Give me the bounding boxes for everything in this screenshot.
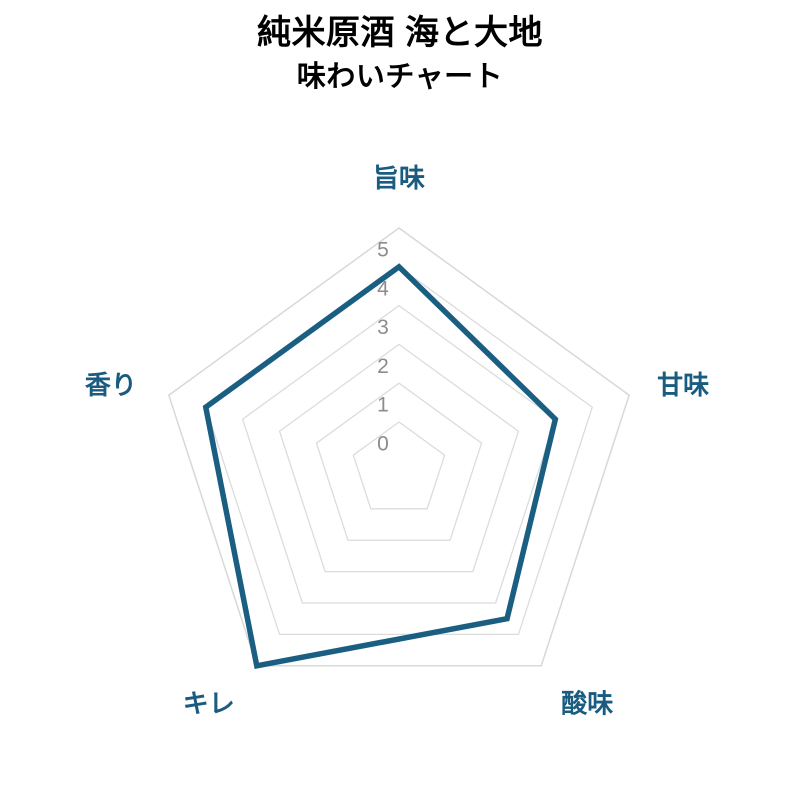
radial-tick-label: 1 (377, 394, 389, 417)
chart-header: 純米原酒 海と大地 味わいチャート (0, 12, 800, 96)
grid-ring (204, 265, 594, 636)
page-subtitle: 味わいチャート (296, 60, 504, 93)
radar-series (202, 263, 559, 669)
page-title: 純米原酒 海と大地 (257, 14, 543, 52)
radial-tick-label: 0 (377, 433, 389, 456)
axis-label-2: 酸味 (561, 689, 613, 719)
grid-ring (241, 304, 557, 604)
radial-tick-label: 5 (377, 239, 389, 262)
radial-tick-label: 4 (377, 277, 389, 300)
radial-tick-label: 3 (377, 316, 389, 339)
grid-ring (315, 382, 483, 541)
grid-ring (167, 227, 631, 667)
axis-label-1: 甘味 (657, 370, 709, 400)
series-polygon (202, 263, 559, 669)
axis-label-0: 旨味 (373, 163, 425, 193)
radial-tick-labels: 0 1 2 3 4 5 (377, 239, 389, 456)
radar-grid (167, 227, 631, 667)
axis-label-4: 香り (85, 370, 137, 400)
grid-ring (278, 343, 520, 573)
grid-ring (352, 421, 446, 510)
axis-label-3: キレ (183, 689, 235, 719)
radial-tick-label: 2 (377, 355, 389, 378)
